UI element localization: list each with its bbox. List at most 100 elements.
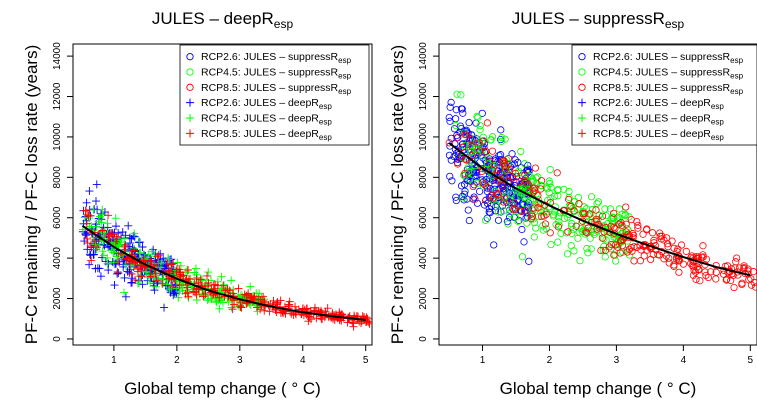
scatter-point — [460, 171, 468, 179]
scatter-point — [203, 271, 212, 280]
scatter-point — [723, 275, 731, 283]
scatter-point — [459, 140, 467, 148]
scatter-point — [567, 241, 575, 250]
scatter-point — [521, 160, 529, 168]
legend-marker — [186, 114, 194, 122]
scatter-point — [479, 133, 487, 141]
scatter-point — [501, 161, 509, 169]
scatter-point — [629, 230, 637, 238]
scatter-point — [172, 265, 181, 274]
scatter-point — [585, 210, 594, 218]
scatter-point — [457, 91, 465, 99]
scatter-point — [114, 269, 123, 278]
scatter-point — [228, 289, 237, 298]
scatter-point — [576, 257, 584, 265]
scatter-point — [98, 226, 107, 235]
scatter-point — [634, 224, 642, 232]
scatter-point — [468, 143, 476, 151]
scatter-point — [639, 230, 647, 238]
scatter-point — [363, 314, 372, 323]
scatter-point — [469, 182, 477, 191]
legend-label-sub: esp — [319, 118, 332, 127]
scatter-point — [446, 117, 454, 125]
scatter-point — [476, 147, 484, 155]
scatter-point — [478, 152, 486, 160]
legend-label-sub: esp — [730, 72, 743, 81]
scatter-point — [587, 245, 595, 253]
scatter-point — [199, 292, 208, 301]
scatter-point — [468, 147, 476, 155]
scatter-point — [146, 269, 155, 278]
scatter-point — [531, 164, 539, 172]
scatter-point — [546, 179, 554, 188]
scatter-point — [167, 260, 176, 269]
legend-label-main: RCP4.5: JULES – deepR — [593, 113, 711, 125]
scatter-point — [83, 210, 92, 219]
scatter-point — [122, 255, 131, 264]
scatter-point — [90, 205, 99, 214]
scatter-point — [541, 220, 550, 228]
y-tick-label: 2000 — [418, 287, 429, 310]
scatter-point — [508, 200, 516, 209]
fit-curve — [448, 142, 751, 277]
scatter-point — [453, 90, 461, 98]
legend-label-sub: esp — [711, 118, 724, 127]
scatter-point — [227, 276, 236, 285]
legend-box — [571, 44, 757, 146]
legend-label: RCP8.5: JULES – deepResp — [593, 128, 724, 142]
scatter-point — [518, 253, 527, 261]
scatter-point — [621, 211, 629, 220]
scatter-point — [583, 244, 591, 253]
scatter-point — [103, 259, 112, 268]
scatter-point — [453, 134, 461, 142]
scatter-point — [664, 243, 672, 251]
scatter-point — [191, 264, 200, 273]
scatter-point — [90, 237, 99, 246]
scatter-point — [495, 152, 503, 160]
scatter-point — [215, 293, 224, 302]
scatter-point — [627, 215, 635, 224]
scatter-point — [450, 125, 459, 133]
scatter-point — [702, 255, 711, 263]
scatter-point — [237, 303, 246, 312]
x-tick-label: 5 — [363, 355, 369, 366]
scatter-point — [89, 205, 98, 214]
scatter-point — [511, 156, 519, 164]
scatter-point — [260, 306, 269, 315]
scatter-point — [530, 204, 538, 212]
panel-title-sub: esp — [274, 17, 294, 31]
scatter-point — [97, 218, 106, 227]
scatter-point — [554, 238, 562, 246]
legend-label: RCP2.6: JULES – suppressResp — [593, 51, 744, 65]
scatter-point — [110, 228, 119, 237]
scatter-point — [121, 231, 130, 240]
scatter-point — [111, 222, 120, 231]
scatter-point — [592, 206, 600, 214]
scatter-point — [622, 203, 630, 211]
scatter-point — [504, 220, 512, 228]
scatter-point — [551, 192, 559, 200]
x-axis-label: Global temp change ( ° C) — [124, 379, 321, 398]
scatter-point — [204, 268, 213, 277]
scatter-point — [553, 169, 561, 177]
scatter-point — [473, 171, 481, 180]
scatter-point — [121, 292, 130, 301]
scatter-point — [207, 294, 216, 303]
legend-marker — [578, 53, 586, 61]
scatter-point — [87, 256, 96, 265]
legend-label-sub: esp — [730, 87, 743, 96]
scatter-point — [130, 232, 139, 241]
legend-marker — [186, 129, 194, 138]
scatter-point — [557, 229, 565, 238]
series-3 — [445, 119, 757, 292]
scatter-point — [92, 245, 101, 254]
scatter-point — [120, 242, 129, 251]
scatter-point — [153, 261, 162, 270]
scatter-point — [618, 242, 626, 250]
scatter-point — [627, 244, 635, 252]
legend-label-main: RCP4.5: JULES – suppressR — [593, 67, 731, 79]
legend-label: RCP8.5: JULES – deepResp — [201, 128, 332, 142]
scatter-point — [265, 307, 274, 316]
scatter-point — [488, 147, 497, 155]
scatter-point — [555, 221, 563, 229]
